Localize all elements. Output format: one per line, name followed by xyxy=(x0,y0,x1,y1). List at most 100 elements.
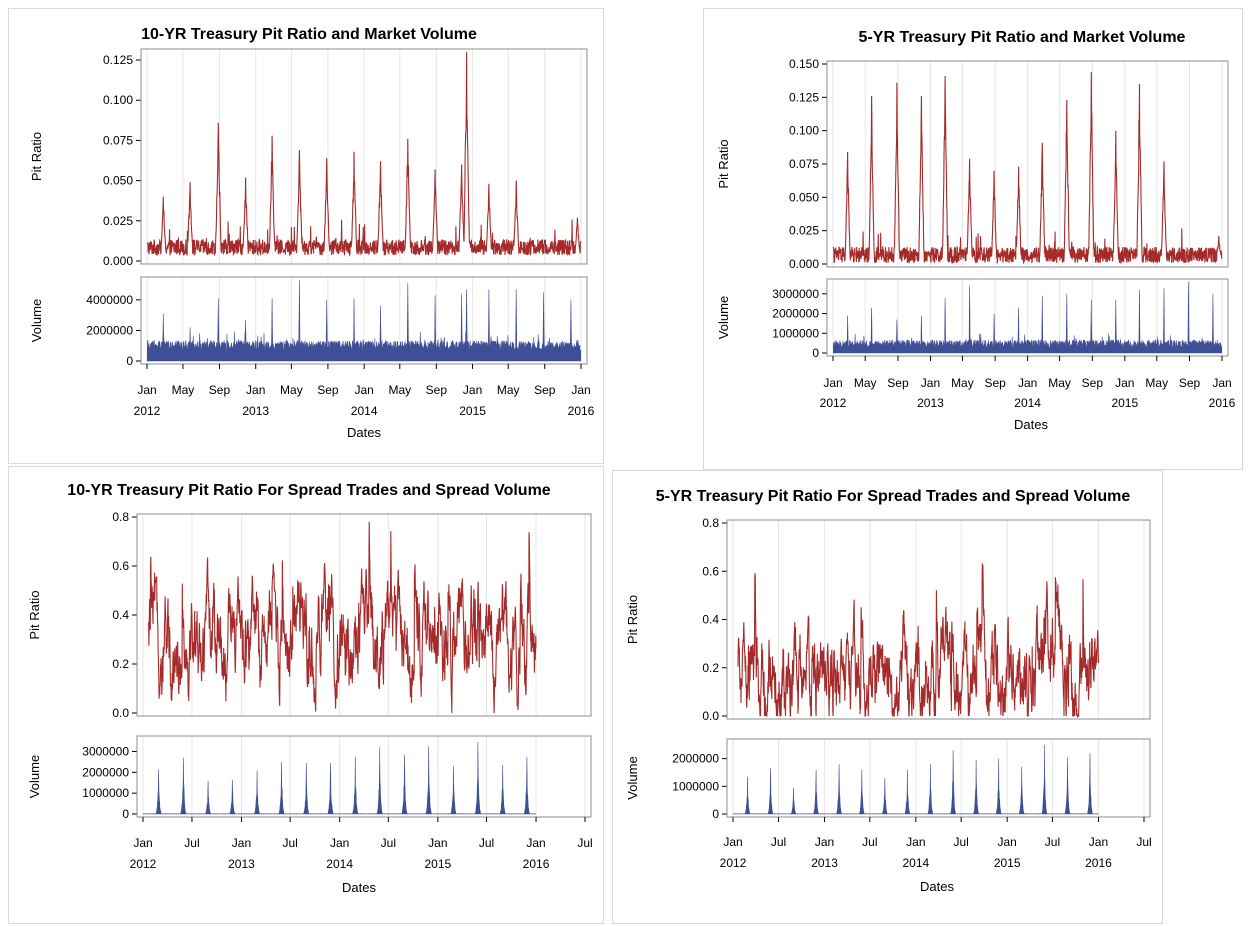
x-tick-label: Jan xyxy=(906,835,925,849)
x-tick-label: Jan xyxy=(137,383,156,397)
pit-ratio-ytick-label: 0.6 xyxy=(702,564,719,578)
pit-ratio-axis-label: Pit Ratio xyxy=(716,139,731,188)
x-tick-label: Sep xyxy=(887,376,909,390)
pit-ratio-ytick-label: 0.0 xyxy=(702,709,719,723)
pit-ratio-ytick-label: 0.2 xyxy=(702,661,719,675)
volume-ytick-label: 0 xyxy=(122,807,129,821)
x-tick-label: Jan xyxy=(823,376,842,390)
x-tick-label: Jul xyxy=(577,836,592,850)
chart-panel-5yr-spread: 5-YR Treasury Pit Ratio For Spread Trade… xyxy=(612,470,1163,924)
volume-ytick-label: 4000000 xyxy=(86,293,133,307)
x-tick-label: Jan xyxy=(246,383,265,397)
x-tick-year-label: 2012 xyxy=(720,856,747,870)
pit-ratio-axis-label: Pit Ratio xyxy=(29,132,44,181)
x-tick-year-label: 2014 xyxy=(903,856,930,870)
x-tick-year-label: 2015 xyxy=(459,404,486,418)
pit-ratio-series-line xyxy=(146,51,582,257)
volume-ytick-label: 0 xyxy=(126,354,133,368)
pit-ratio-ytick-label: 0.000 xyxy=(103,254,133,268)
pit-ratio-ytick-label: 0.050 xyxy=(789,190,819,204)
x-tick-label: Jan xyxy=(428,836,447,850)
pit-ratio-ytick-label: 0.100 xyxy=(103,93,133,107)
x-tick-year-label: 2012 xyxy=(820,396,847,410)
x-tick-label: Jul xyxy=(282,836,297,850)
x-tick-year-label: 2014 xyxy=(351,404,378,418)
pit-ratio-plot-frame xyxy=(136,513,592,717)
x-tick-label: Jul xyxy=(771,835,786,849)
x-tick-label: May xyxy=(172,383,195,397)
chart-5yr-spread-svg: 5-YR Treasury Pit Ratio For Spread Trade… xyxy=(625,488,1152,894)
x-tick-label: May xyxy=(951,376,974,390)
x-tick-label: Sep xyxy=(1082,376,1104,390)
x-tick-label: May xyxy=(280,383,303,397)
volume-ytick-label: 0 xyxy=(812,346,819,360)
pit-ratio-ytick-label: 0.025 xyxy=(103,214,133,228)
x-axis-label: Dates xyxy=(920,879,954,894)
pit-ratio-ytick-label: 0.000 xyxy=(789,257,819,271)
pit-ratio-ytick-label: 0.4 xyxy=(112,608,129,622)
pit-ratio-ytick-label: 0.2 xyxy=(112,657,129,671)
pit-ratio-series-line xyxy=(147,521,537,714)
volume-plot-frame xyxy=(136,735,592,818)
volume-ytick-label: 1000000 xyxy=(82,786,129,800)
x-tick-year-label: 2012 xyxy=(130,857,157,871)
x-tick-label: Jan xyxy=(526,836,545,850)
volume-series-area xyxy=(833,281,1222,354)
volume-ytick-label: 0 xyxy=(712,807,719,821)
x-tick-label: Jul xyxy=(479,836,494,850)
volume-series-area xyxy=(143,742,537,815)
chart-title: 5-YR Treasury Pit Ratio and Market Volum… xyxy=(859,29,1186,46)
x-tick-label: Jul xyxy=(184,836,199,850)
x-tick-label: May xyxy=(1145,376,1168,390)
pit-ratio-plot-frame xyxy=(826,60,1229,268)
chart-10yr-market-svg: 10-YR Treasury Pit Ratio and Market Volu… xyxy=(29,26,595,440)
x-tick-label: Jan xyxy=(232,836,251,850)
x-tick-label: Jul xyxy=(862,835,877,849)
x-tick-year-label: 2016 xyxy=(1209,396,1236,410)
x-tick-year-label: 2013 xyxy=(228,857,255,871)
pit-ratio-axis-label: Pit Ratio xyxy=(625,595,640,644)
x-tick-year-label: 2016 xyxy=(568,404,595,418)
chart-title: 10-YR Treasury Pit Ratio and Market Volu… xyxy=(141,26,477,43)
volume-ytick-label: 3000000 xyxy=(82,745,129,759)
pit-ratio-axis-label: Pit Ratio xyxy=(27,590,42,639)
x-tick-label: Jan xyxy=(1089,835,1108,849)
x-tick-label: Jan xyxy=(723,835,742,849)
x-tick-year-label: 2014 xyxy=(326,857,353,871)
pit-ratio-ytick-label: 0.075 xyxy=(103,133,133,147)
volume-ytick-label: 2000000 xyxy=(86,323,133,337)
x-tick-label: Sep xyxy=(984,376,1006,390)
x-tick-label: Jan xyxy=(463,383,482,397)
x-tick-label: Jan xyxy=(1212,376,1231,390)
x-tick-label: May xyxy=(1048,376,1071,390)
pit-ratio-ytick-label: 0.050 xyxy=(103,174,133,188)
volume-ytick-label: 1000000 xyxy=(672,779,719,793)
pit-ratio-ytick-label: 0.8 xyxy=(112,510,129,524)
x-tick-label: Jan xyxy=(330,836,349,850)
x-axis-label: Dates xyxy=(342,880,376,895)
pit-ratio-ytick-label: 0.0 xyxy=(112,706,129,720)
pit-ratio-series-line xyxy=(737,562,1100,719)
chart-panel-10yr-spread: 10-YR Treasury Pit Ratio For Spread Trad… xyxy=(8,466,604,924)
pit-ratio-ytick-label: 0.150 xyxy=(789,57,819,71)
x-tick-year-label: 2016 xyxy=(523,857,550,871)
pit-ratio-ytick-label: 0.6 xyxy=(112,559,129,573)
chart-5yr-market-svg: 5-YR Treasury Pit Ratio and Market Volum… xyxy=(716,29,1236,432)
pit-ratio-ytick-label: 0.075 xyxy=(789,157,819,171)
volume-axis-label: Volume xyxy=(625,756,640,799)
pit-ratio-ytick-label: 0.025 xyxy=(789,224,819,238)
volume-axis-label: Volume xyxy=(29,299,44,342)
chart-title: 5-YR Treasury Pit Ratio For Spread Trade… xyxy=(656,488,1131,505)
volume-plot-frame xyxy=(726,738,1151,818)
volume-ytick-label: 2000000 xyxy=(672,752,719,766)
volume-axis-label: Volume xyxy=(27,755,42,798)
x-tick-label: Jan xyxy=(133,836,152,850)
x-tick-label: Jul xyxy=(1045,835,1060,849)
x-tick-label: Jan xyxy=(997,835,1016,849)
volume-ytick-label: 2000000 xyxy=(772,307,819,321)
x-tick-year-label: 2014 xyxy=(1014,396,1041,410)
x-axis-label: Dates xyxy=(1014,417,1048,432)
x-tick-label: Sep xyxy=(534,383,556,397)
pit-ratio-ytick-label: 0.4 xyxy=(702,613,719,627)
x-axis-label: Dates xyxy=(347,425,381,440)
